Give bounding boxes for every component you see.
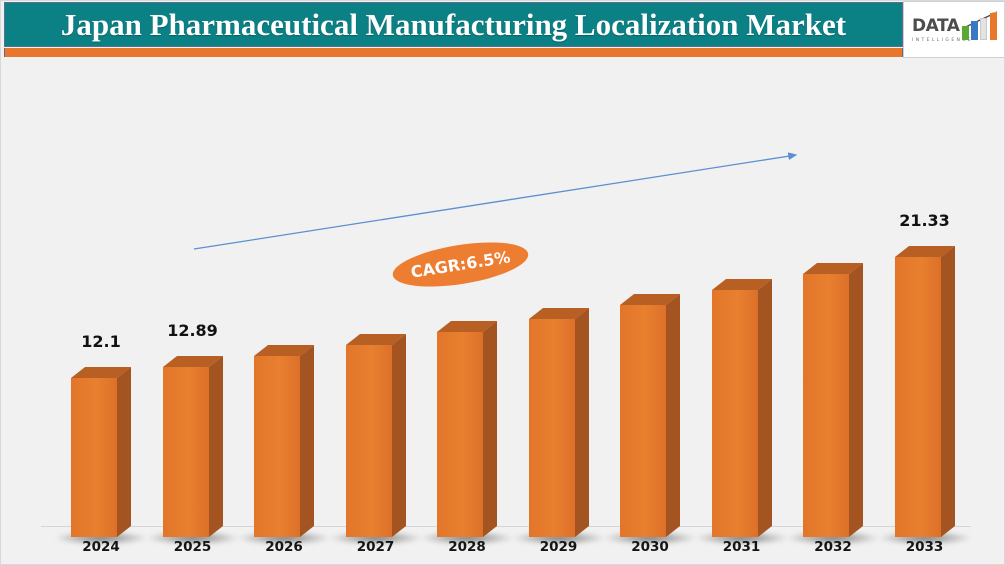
bar-top-face [71,367,131,378]
bar-side-face [757,279,772,537]
bar-2031 [695,279,788,545]
x-axis-label-2032: 2032 [814,539,852,555]
bar-top-face [254,345,314,356]
bar-2026 [238,345,330,545]
bar-top-face [620,294,680,305]
x-axis-label-2024: 2024 [82,539,120,555]
bar-2028 [421,321,513,545]
bar-front-face [803,274,849,537]
bar-value-label: 12.1 [81,332,121,351]
header-accent-stripe [4,48,903,57]
x-axis-label-2026: 2026 [265,539,303,555]
bar-top-face [803,263,863,274]
bar-side-face [208,356,223,537]
bar-value-label: 12.89 [167,321,218,340]
bar-2024 [55,367,147,545]
bar-side-face [940,246,955,537]
bar-front-face [162,367,209,537]
cagr-badge: CAGR:6.5% [389,234,532,295]
bar-side-face [117,367,131,537]
bar-top-face [437,321,497,332]
logo-bar-white [980,18,987,40]
bar-2030 [604,294,696,545]
bar-front-face [620,305,666,537]
bar-side-face [300,345,314,537]
bar-top-face [162,356,223,367]
cagr-badge-label: CAGR:6.5% [409,247,512,282]
bar-side-face [483,321,497,537]
bar-front-face [345,345,392,537]
x-axis-label-2031: 2031 [722,539,761,555]
bar-2025 [146,356,239,545]
bar-side-face [849,263,863,537]
bar-front-face [71,378,117,537]
logo-bar-icon [961,11,1001,40]
page-title: Japan Pharmaceutical Manufacturing Local… [60,7,847,42]
bar-side-face [391,334,406,537]
bar-top-face [345,334,406,345]
brand-logo: DATA INTELLIGENCE [903,1,1004,58]
logo-wordmark: DATA [912,16,960,36]
x-axis-label-2033: 2033 [905,539,944,555]
bar-front-face [254,356,300,537]
x-axis-label-2028: 2028 [448,539,486,555]
bar-2029 [512,308,605,545]
bar-side-face [574,308,589,537]
bar-front-face [711,290,758,537]
logo-bar-blue [971,21,978,40]
x-axis-label-2027: 2027 [356,539,395,555]
bar-top-face [894,246,955,257]
chart-baseline [41,526,971,527]
bar-side-face [666,294,680,537]
x-axis-label-2030: 2030 [631,539,669,555]
bar-2027 [329,334,422,545]
bar-top-face [711,279,772,290]
bar-front-face [437,332,483,537]
logo-inner: DATA INTELLIGENCE [910,8,1001,52]
header-background [4,2,903,47]
x-axis-label-2029: 2029 [539,539,578,555]
bar-value-label: 21.33 [899,211,950,230]
chart-canvas: 12.1 2024 12.89 2025 2026 2027 2028 2029 2030 203… [1,58,1004,564]
x-axis-label-2025: 2025 [173,539,212,555]
bar-2033 [878,246,971,545]
header-band: Japan Pharmaceutical Manufacturing Local… [1,1,1004,57]
bar-top-face [528,308,589,319]
logo-bar-orange [990,13,997,40]
bar-front-face [894,257,941,537]
logo-bar-green [962,26,969,40]
bar-2032 [787,263,879,545]
logo-subtitle: INTELLIGENCE [912,38,974,43]
bar-front-face [528,319,575,537]
